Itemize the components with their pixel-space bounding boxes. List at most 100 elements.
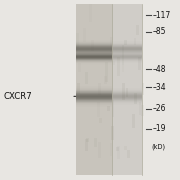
Bar [112, 96, 142, 97]
Bar [86, 138, 89, 141]
Bar [76, 96, 112, 97]
Bar [85, 72, 88, 84]
Bar [112, 54, 142, 55]
Text: –85: –85 [153, 27, 166, 36]
Bar [76, 59, 112, 60]
Bar [76, 52, 112, 53]
Bar [112, 41, 142, 42]
Bar [76, 53, 112, 54]
Text: –34: –34 [153, 83, 167, 92]
Bar [76, 43, 112, 44]
Bar [89, 4, 92, 22]
Bar [112, 52, 142, 53]
Bar [112, 100, 114, 117]
Bar [110, 143, 112, 156]
Bar [76, 97, 112, 98]
Bar [134, 93, 137, 104]
Bar [76, 57, 112, 58]
Bar [112, 47, 142, 48]
Bar [76, 58, 112, 59]
Bar [112, 52, 142, 53]
Text: CXCR7: CXCR7 [4, 92, 32, 101]
Bar [76, 63, 112, 64]
Bar [112, 58, 142, 59]
Bar [112, 55, 142, 56]
Text: –26: –26 [153, 104, 166, 113]
Bar [112, 104, 142, 105]
Text: –19: –19 [153, 124, 166, 133]
Bar [141, 105, 144, 116]
Bar [122, 84, 125, 100]
Bar [76, 40, 112, 41]
Bar [112, 94, 142, 95]
Bar [98, 83, 101, 95]
Bar [112, 46, 142, 47]
Bar [76, 46, 112, 47]
Bar [76, 45, 112, 46]
Bar [91, 40, 94, 51]
Bar [76, 47, 112, 48]
Bar [112, 88, 142, 89]
Bar [76, 55, 112, 56]
Bar [112, 92, 142, 93]
Bar [76, 57, 112, 58]
Bar [112, 50, 142, 51]
Bar [112, 61, 142, 62]
Bar [112, 53, 142, 54]
Bar [112, 53, 142, 54]
Bar [99, 118, 102, 123]
Bar [122, 45, 124, 65]
Bar [98, 142, 101, 158]
Bar [76, 54, 112, 55]
Bar [76, 61, 112, 62]
Bar [76, 51, 112, 52]
Bar [112, 49, 142, 50]
Bar [76, 4, 112, 175]
Bar [76, 49, 112, 50]
Bar [76, 91, 112, 92]
Bar [105, 62, 108, 82]
Bar [117, 57, 120, 76]
Bar [127, 150, 130, 158]
Bar [124, 40, 127, 44]
Bar [112, 51, 142, 52]
Bar [76, 88, 112, 89]
Bar [122, 65, 124, 72]
Bar [76, 105, 112, 106]
Bar [112, 60, 142, 61]
Bar [76, 106, 112, 107]
Bar [78, 63, 81, 72]
Bar [112, 44, 142, 45]
Bar [112, 61, 115, 65]
Bar [76, 51, 112, 52]
Bar [85, 139, 88, 151]
Bar [112, 93, 142, 94]
Bar [76, 50, 112, 51]
Bar [76, 56, 112, 57]
Bar [111, 126, 114, 140]
Text: –117: –117 [153, 11, 171, 20]
Bar [76, 100, 112, 101]
Bar [139, 102, 141, 116]
Bar [112, 89, 142, 90]
Bar [94, 138, 97, 147]
Bar [112, 57, 142, 58]
Bar [112, 56, 142, 57]
Text: –48: –48 [153, 65, 166, 74]
Bar [76, 50, 112, 51]
Bar [76, 48, 112, 49]
Bar [112, 4, 142, 175]
Bar [112, 102, 142, 103]
Bar [76, 103, 112, 104]
Bar [112, 42, 142, 43]
Bar [76, 92, 112, 93]
Bar [76, 53, 112, 54]
Bar [76, 89, 112, 90]
Bar [126, 88, 128, 97]
Bar [76, 42, 112, 43]
Bar [107, 105, 110, 111]
Bar [112, 45, 142, 46]
Bar [77, 83, 80, 94]
Bar [136, 25, 139, 35]
Bar [118, 146, 120, 159]
